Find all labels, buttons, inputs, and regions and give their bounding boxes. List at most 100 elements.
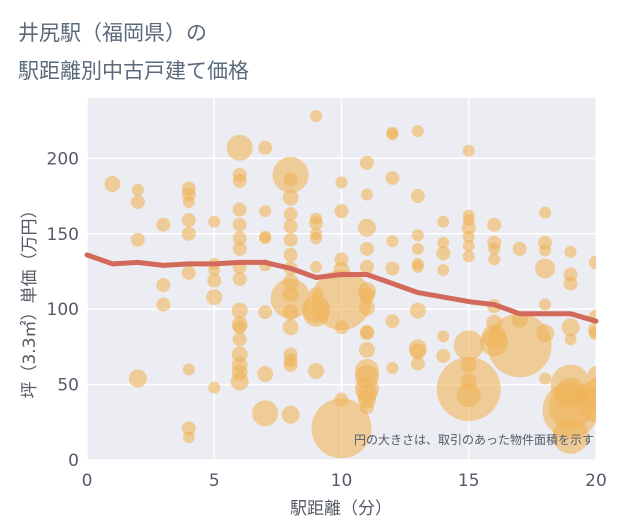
data-bubble [512, 241, 527, 256]
data-bubble [156, 278, 171, 293]
data-bubble [552, 417, 589, 454]
data-bubble [437, 236, 450, 249]
chart-title-line1: 井尻駅（福岡県）の [18, 21, 207, 45]
data-bubble [488, 253, 501, 266]
data-bubble [386, 361, 399, 374]
data-bubble [232, 241, 247, 256]
data-bubble [310, 110, 323, 123]
data-bubble [181, 421, 196, 436]
data-bubble [283, 207, 298, 222]
data-bubble [358, 299, 375, 316]
data-bubble [181, 213, 196, 228]
data-bubble [536, 324, 555, 343]
data-bubble [258, 305, 273, 320]
y-tick-label: 150 [47, 225, 79, 245]
data-bubble [310, 260, 323, 273]
data-bubble [539, 244, 552, 257]
data-bubble [487, 217, 502, 232]
data-bubble [281, 405, 300, 424]
data-bubble [385, 261, 400, 276]
data-bubble [257, 366, 274, 383]
data-bubble [411, 260, 424, 273]
data-bubble [409, 343, 426, 360]
data-bubble [385, 170, 400, 185]
data-bubble [437, 330, 450, 343]
data-bubble [578, 386, 596, 423]
data-bubble [539, 206, 552, 219]
data-bubble [359, 400, 374, 415]
data-bubble [232, 332, 247, 347]
data-bubble [588, 366, 596, 383]
data-bubble [283, 247, 298, 262]
data-bubble [409, 302, 426, 319]
data-bubble [131, 184, 144, 197]
data-bubble [259, 205, 272, 218]
size-annotation: 円の大きさは、取引のあった物件面積を示す [354, 432, 594, 447]
data-bubble [182, 196, 195, 209]
data-bubble [411, 229, 424, 242]
data-bubble [208, 381, 221, 394]
y-tick-label: 0 [68, 451, 79, 471]
data-bubble [232, 217, 247, 232]
data-bubble [437, 215, 450, 228]
data-bubble [535, 258, 556, 279]
x-axis-ticks: 0 5 10 15 20 [82, 471, 607, 491]
data-bubble [436, 348, 451, 363]
data-bubble [156, 297, 171, 312]
data-bubble [130, 232, 145, 247]
bubble-layer [104, 110, 596, 459]
y-tick-label: 100 [47, 300, 79, 320]
data-bubble [104, 175, 121, 192]
data-bubble [282, 304, 299, 321]
data-bubble [232, 320, 247, 335]
data-bubble [359, 326, 374, 341]
data-bubble [462, 239, 475, 252]
data-bubble [156, 217, 171, 232]
trend-line [84, 252, 599, 324]
data-bubble [232, 173, 247, 188]
data-bubble [334, 320, 349, 335]
data-bubble [563, 276, 578, 291]
data-bubble [310, 232, 323, 245]
data-bubble [487, 313, 552, 378]
x-tick-label: 10 [331, 471, 353, 491]
data-bubble [386, 235, 399, 248]
data-bubble [564, 333, 577, 346]
y-axis-title: 坪（3.3㎡）単価（万円） [20, 201, 40, 398]
y-tick-label: 50 [57, 376, 79, 396]
data-bubble [182, 431, 195, 444]
data-bubble [410, 189, 425, 204]
y-tick-label: 200 [47, 149, 79, 169]
data-bubble [436, 246, 451, 261]
data-bubble [357, 218, 376, 237]
data-bubble [358, 341, 375, 358]
data-bubble [564, 245, 577, 258]
data-bubble [589, 326, 596, 341]
data-bubble [456, 383, 481, 408]
data-bubble [252, 400, 279, 427]
data-bubble [311, 270, 372, 331]
data-bubble [311, 398, 372, 459]
data-bubble [283, 219, 298, 234]
x-tick-label: 15 [458, 471, 480, 491]
data-bubble [453, 330, 484, 361]
data-bubble [232, 202, 247, 217]
data-bubble [461, 220, 476, 235]
data-bubble [282, 319, 299, 336]
data-bubble [226, 134, 253, 161]
data-bubble [230, 372, 249, 391]
data-bubble [359, 241, 374, 256]
data-bubble [283, 232, 298, 247]
data-bubble [386, 128, 399, 141]
data-bubble [282, 189, 299, 206]
data-bubble [561, 318, 580, 337]
x-tick-label: 5 [209, 471, 220, 491]
data-bubble [309, 216, 324, 231]
data-bubble [206, 289, 223, 306]
data-bubble [462, 230, 475, 243]
data-bubble [207, 273, 222, 288]
data-bubble [437, 263, 450, 276]
y-axis-ticks: 0 50 100 150 200 [47, 149, 79, 471]
data-bubble [539, 298, 552, 311]
data-bubble [258, 140, 273, 155]
